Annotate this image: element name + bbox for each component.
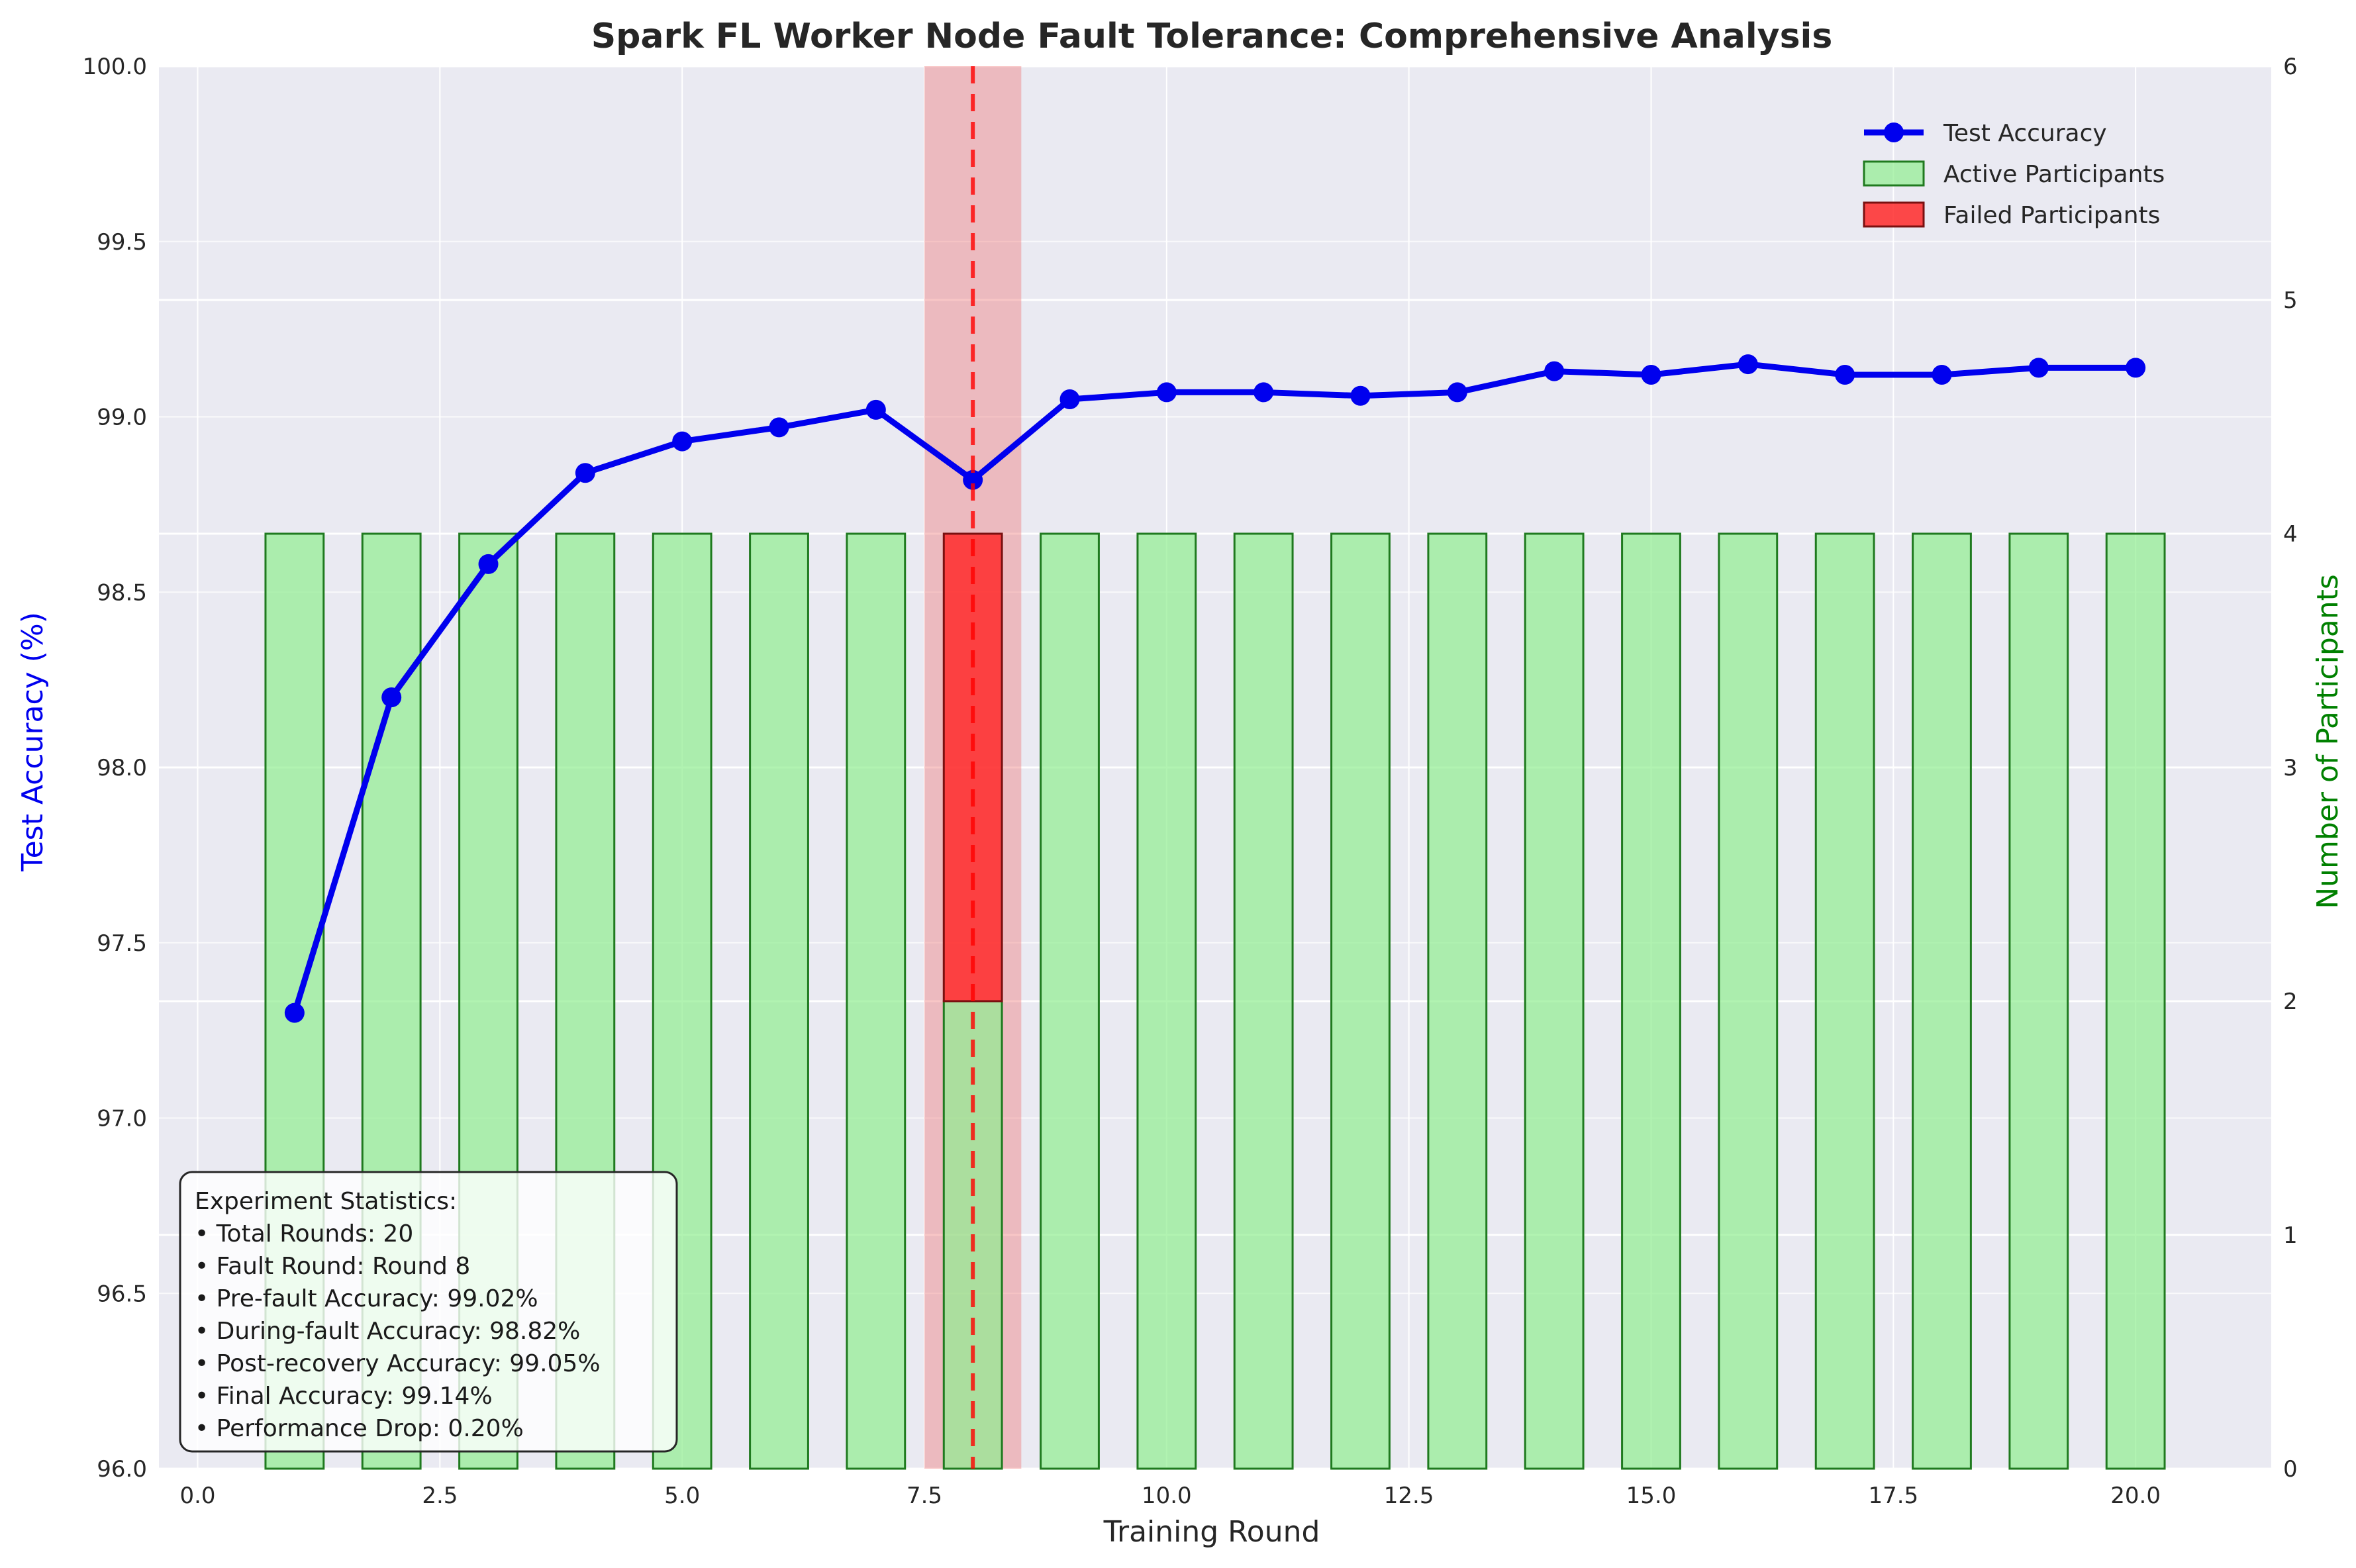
y-left-tick-label: 97.5 <box>97 930 147 957</box>
tick-label-layer: 0.0 2.5 5.0 7.5 10.0 12.5 15.0 17.5 20.0 96.0 96.5… <box>83 54 2298 1509</box>
y-left-tick-label: 99.0 <box>97 405 147 431</box>
x-tick-label: 10.0 <box>1142 1483 1192 1509</box>
legend-label-active: Active Participants <box>1943 161 2165 188</box>
accuracy-point <box>963 469 983 490</box>
y-right-tick-label: 5 <box>2283 287 2298 314</box>
stats-line: • Total Rounds: 20 <box>195 1220 413 1248</box>
y-axis-right-title: Number of Participants <box>2311 574 2345 909</box>
x-tick-label: 0.0 <box>179 1483 215 1509</box>
stats-line: • Post-recovery Accuracy: 99.05% <box>195 1350 601 1377</box>
x-tick-label: 2.5 <box>422 1483 458 1509</box>
legend-failed-swatch <box>1863 201 1925 228</box>
accuracy-point <box>1932 364 1952 385</box>
accuracy-point <box>2028 358 2049 378</box>
x-tick-label: 17.5 <box>1868 1483 1918 1509</box>
bar-active-participants <box>1912 532 1972 1470</box>
stats-line: • Final Accuracy: 99.14% <box>195 1383 493 1410</box>
legend-accuracy-marker <box>1884 122 1904 142</box>
accuracy-point <box>575 463 595 483</box>
bar-active-participants <box>1233 532 1294 1470</box>
y-left-tick-label: 97.0 <box>97 1106 147 1132</box>
chart-title: Spark FL Worker Node Fault Tolerance: Co… <box>591 17 1833 56</box>
stats-box-frame <box>179 1171 678 1453</box>
stats-heading: Experiment Statistics: <box>195 1188 457 1215</box>
legend: Test Accuracy Active Participants Failed P… <box>1863 120 2165 229</box>
stats-line: • During-fault Accuracy: 98.82% <box>195 1318 580 1345</box>
bar-active-participants <box>2105 532 2166 1470</box>
accuracy-point <box>2126 358 2146 378</box>
accuracy-point <box>672 431 693 452</box>
x-tick-label: 15.0 <box>1626 1483 1677 1509</box>
bar-active-participants <box>1718 532 1779 1470</box>
accuracy-point <box>1738 354 1758 375</box>
bar-active-participants <box>1621 532 1681 1470</box>
accuracy-point <box>1544 361 1565 381</box>
x-axis-title: Training Round <box>1103 1515 1320 1549</box>
y-left-tick-label: 98.0 <box>97 755 147 781</box>
y-right-tick-label: 6 <box>2283 54 2298 80</box>
bar-active-participants <box>1136 532 1197 1470</box>
accuracy-point <box>1253 382 1274 403</box>
accuracy-point <box>865 399 886 420</box>
bar-active-participants <box>1814 532 1875 1470</box>
x-tick-label: 12.5 <box>1384 1483 1434 1509</box>
x-tick-label: 5.0 <box>664 1483 700 1509</box>
y-left-tick-label: 96.0 <box>97 1456 147 1483</box>
bar-active-participants <box>749 532 809 1470</box>
bar-active-participants <box>1427 532 1488 1470</box>
accuracy-point <box>1835 364 1855 385</box>
bar-active-participants <box>1040 532 1100 1470</box>
accuracy-point <box>284 1003 305 1023</box>
y-left-tick-label: 100.0 <box>83 54 147 80</box>
y-left-tick-label: 98.5 <box>97 579 147 606</box>
y-axis-left-title: Test Accuracy (%) <box>16 612 50 872</box>
accuracy-point <box>1350 385 1371 406</box>
accuracy-point <box>1447 382 1467 403</box>
accuracy-point <box>381 687 402 708</box>
legend-label-accuracy: Test Accuracy <box>1943 120 2107 147</box>
x-tick-label: 7.5 <box>907 1483 942 1509</box>
y-right-tick-label: 2 <box>2283 989 2298 1015</box>
y-right-tick-label: 3 <box>2283 755 2298 781</box>
accuracy-point <box>1641 364 1661 385</box>
stats-line: • Fault Round: Round 8 <box>195 1253 470 1280</box>
accuracy-point <box>1059 389 1080 410</box>
legend-active-swatch <box>1863 160 1925 187</box>
accuracy-point <box>1156 382 1177 403</box>
bar-active-participants <box>1330 532 1391 1470</box>
accuracy-point <box>769 417 789 438</box>
y-left-tick-label: 99.5 <box>97 229 147 256</box>
bar-active-participants <box>2008 532 2069 1470</box>
bar-layer <box>264 532 2166 1470</box>
bar-active-participants <box>846 532 907 1470</box>
accuracy-line-layer <box>284 354 2146 1023</box>
y-right-tick-label: 4 <box>2283 521 2298 548</box>
stats-line: • Pre-fault Accuracy: 99.02% <box>195 1285 538 1312</box>
y-right-tick-label: 1 <box>2283 1222 2298 1249</box>
x-tick-label: 20.0 <box>2110 1483 2161 1509</box>
accuracy-line <box>291 361 2136 1014</box>
stats-line: • Performance Drop: 0.20% <box>195 1415 524 1442</box>
y-right-tick-label: 0 <box>2283 1456 2298 1483</box>
accuracy-point <box>478 554 499 574</box>
stats-box: Experiment Statistics: • Total Rounds: 20… <box>179 1171 678 1453</box>
legend-label-failed: Failed Participants <box>1943 202 2160 229</box>
y-left-tick-label: 96.5 <box>97 1281 147 1307</box>
bar-active-participants <box>1524 532 1585 1470</box>
